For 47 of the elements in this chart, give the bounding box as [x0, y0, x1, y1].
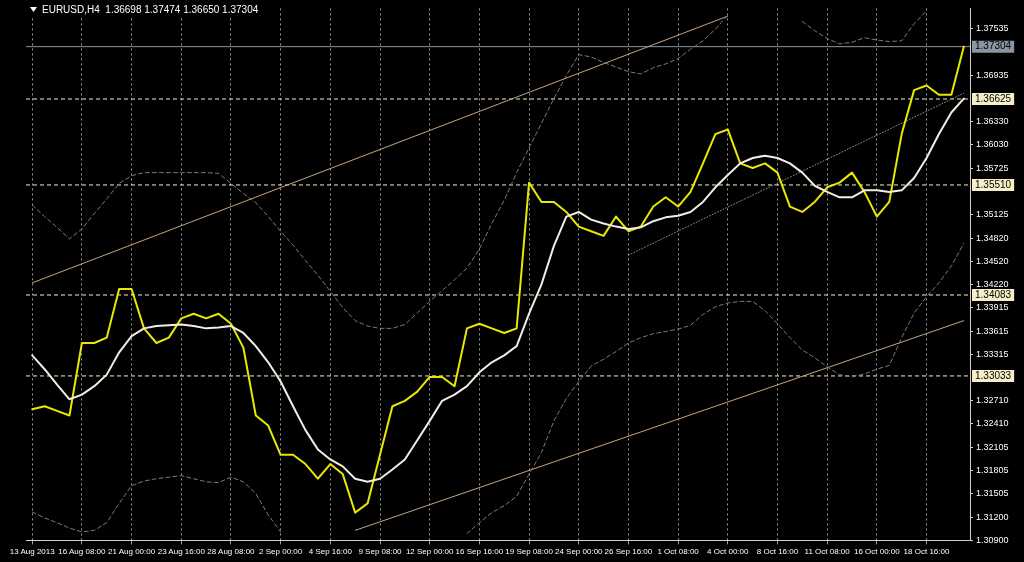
y-tick-label: 1.34820	[976, 232, 1009, 243]
x-tick-label: 4 Oct 00:00	[707, 547, 750, 557]
y-tick-label: 1.33915	[976, 302, 1009, 313]
y-tick-label: 1.36030	[976, 139, 1009, 150]
y-tick-label: 1.34220	[976, 278, 1009, 289]
y-tick-label: 1.30900	[976, 534, 1009, 545]
y-tick-label: 1.33315	[976, 348, 1009, 359]
ref-line-label: 1.36625	[975, 92, 1012, 104]
x-tick-label: 11 Oct 08:00	[804, 547, 851, 557]
x-tick-label: 23 Aug 16:00	[157, 547, 206, 557]
chart-title: EURUSD,H4 1.36698 1.37474 1.36650 1.37304	[42, 4, 259, 15]
y-tick-label: 1.37535	[976, 23, 1009, 34]
x-tick-label: 13 Aug 2013	[9, 547, 56, 557]
line-series	[466, 243, 965, 534]
y-tick-label: 1.33615	[976, 325, 1009, 336]
ref-line-label: 1.35510	[975, 178, 1012, 190]
x-tick-label: 16 Sep 16:00	[455, 547, 504, 557]
line-series	[801, 10, 928, 45]
x-tick-label: 1 Oct 08:00	[657, 547, 700, 557]
x-tick-label: 19 Sep 08:00	[505, 547, 554, 557]
x-tick-label: 18 Oct 16:00	[903, 547, 950, 557]
x-tick-label: 8 Oct 16:00	[756, 547, 799, 557]
x-tick-label: 28 Aug 08:00	[207, 547, 256, 557]
y-tick-label: 1.31805	[976, 465, 1009, 476]
x-tick-label: 21 Aug 00:00	[108, 547, 156, 557]
y-tick-label: 1.32710	[976, 395, 1009, 406]
x-tick-label: 12 Sep 00:00	[405, 547, 455, 557]
y-tick-label: 1.34520	[976, 255, 1009, 266]
ref-line-label: 1.37304	[975, 40, 1012, 52]
y-tick-label: 1.32410	[976, 418, 1009, 429]
y-tick-label: 1.31505	[976, 488, 1009, 499]
x-tick-label: 9 Sep 08:00	[358, 547, 403, 557]
x-tick-label: 4 Sep 16:00	[308, 547, 353, 557]
y-tick-label: 1.35725	[976, 162, 1009, 173]
x-tick-label: 16 Aug 08:00	[58, 547, 107, 557]
x-tick-label: 16 Oct 00:00	[853, 547, 901, 557]
y-tick-label: 1.31200	[976, 511, 1009, 522]
ref-line-label: 1.34083	[975, 288, 1012, 300]
y-tick-label: 1.36330	[976, 116, 1009, 127]
x-tick-label: 24 Sep 00:00	[554, 547, 604, 557]
x-tick-label: 26 Sep 16:00	[604, 547, 653, 557]
y-tick-label: 1.36935	[976, 69, 1009, 80]
y-tick-label: 1.35125	[976, 209, 1009, 220]
x-tick-label: 2 Sep 00:00	[259, 547, 303, 557]
line-series	[31, 475, 282, 533]
ref-line-label: 1.33033	[975, 369, 1012, 381]
y-tick-label: 1.32105	[976, 441, 1009, 452]
